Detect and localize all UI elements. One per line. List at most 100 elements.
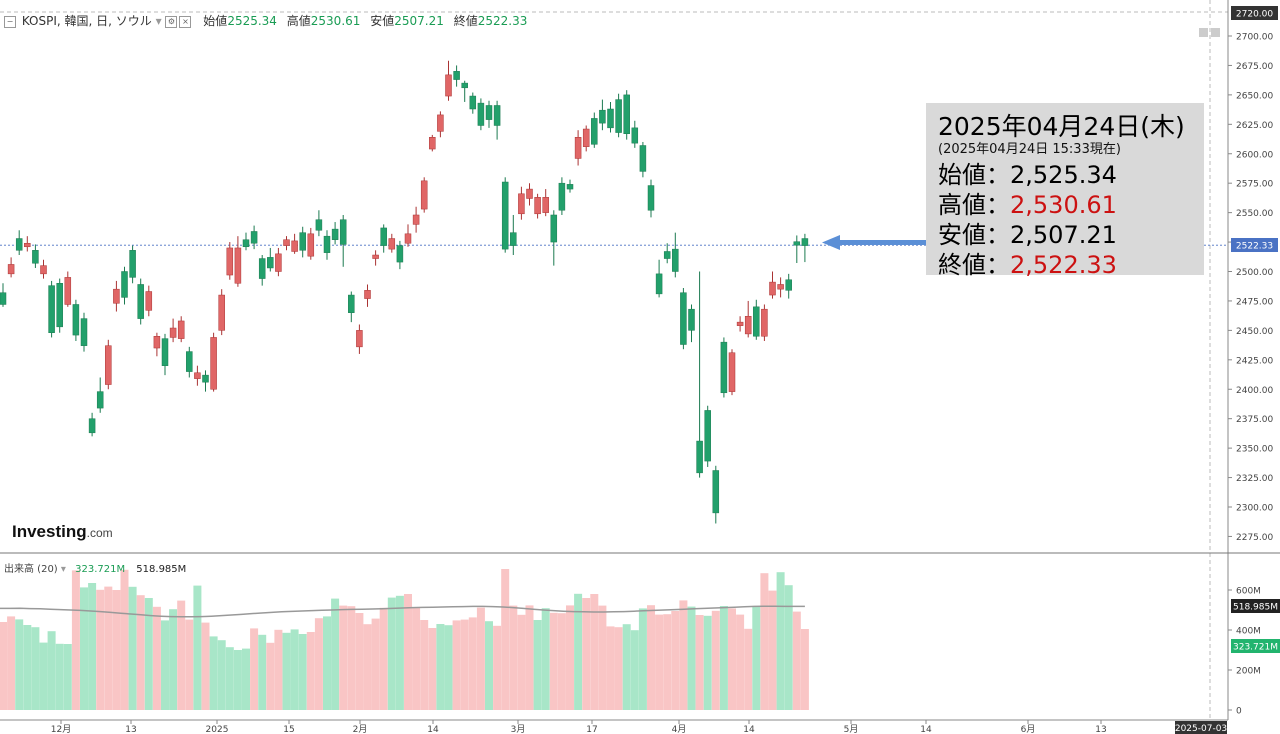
volume-bar [630, 630, 639, 710]
volume-bar [679, 600, 688, 710]
volume-dropdown-icon[interactable]: ▾ [60, 564, 66, 575]
candle-body [64, 277, 72, 305]
candle [226, 242, 234, 280]
volume-bar [525, 605, 534, 710]
candle [420, 177, 428, 213]
candle-body [510, 232, 517, 246]
candle-body [153, 336, 161, 349]
candle [234, 236, 242, 287]
candle [680, 287, 687, 350]
candle-body [161, 338, 169, 366]
candle-body [599, 109, 606, 124]
candle [331, 222, 339, 245]
volume-bar [161, 620, 169, 710]
pane-controls[interactable] [1199, 28, 1220, 40]
candle-body [680, 292, 687, 345]
volume-bar [517, 614, 526, 710]
volume-bar [39, 642, 48, 710]
candle-body [688, 308, 695, 331]
time-tick-label: 12月 [51, 724, 71, 734]
volume-bar [274, 629, 283, 710]
candle [736, 316, 744, 332]
candle [510, 214, 517, 256]
volume-bar [647, 605, 655, 710]
volume-bar [355, 613, 364, 710]
volume-bar [152, 606, 161, 710]
candle [574, 130, 582, 166]
candle [485, 100, 493, 128]
volume-bar [217, 640, 226, 710]
candle-body [291, 240, 298, 252]
candle-body [177, 320, 185, 339]
volume-bar [136, 595, 145, 710]
candle [753, 299, 760, 340]
volume-bar [719, 606, 728, 710]
volume-ma-line [0, 605, 805, 618]
pane-maximize-icon[interactable] [1199, 28, 1208, 37]
candle [429, 134, 436, 152]
volume-bar [31, 627, 40, 710]
symbol-title: KOSPI, 韓国, 日, ソウル [21, 14, 152, 28]
volume-bar [193, 585, 202, 710]
candle [777, 277, 784, 298]
volume-bar [282, 632, 291, 710]
candle [437, 111, 444, 138]
candle [599, 99, 606, 131]
price-tick-label: 2275.00 [1236, 533, 1273, 543]
candle-body [793, 241, 801, 246]
candle [161, 333, 169, 376]
volume-bar [501, 569, 510, 710]
volume-bar [574, 593, 583, 710]
candle [591, 112, 598, 148]
volume-bar [549, 612, 558, 710]
settings-icon[interactable]: ⚙ [165, 15, 178, 28]
volume-bar [233, 650, 242, 710]
info-timestamp: (2025年04月24日 15:33現在) [938, 142, 1121, 157]
candle-body [607, 108, 614, 129]
volume-bar [201, 622, 210, 710]
candle-body [348, 294, 355, 313]
volume-tick-label: 0 [1236, 707, 1242, 717]
close-icon[interactable]: × [179, 15, 192, 28]
collapse-icon[interactable]: − [4, 15, 16, 28]
svg-text:2720.00: 2720.00 [1236, 10, 1273, 20]
pane-minimize-icon[interactable] [1210, 28, 1220, 37]
volume-bar [363, 624, 372, 710]
candle-body [0, 292, 7, 305]
time-tick-label: 6月 [1021, 724, 1036, 734]
candle [0, 283, 7, 307]
candle-body [323, 235, 331, 253]
candle [728, 349, 736, 396]
candle [242, 232, 250, 251]
candle [64, 271, 72, 307]
volume-bar [671, 611, 680, 710]
price-tick-label: 2675.00 [1236, 62, 1273, 72]
candle-body [437, 114, 444, 132]
candle [194, 365, 201, 386]
candle [477, 98, 485, 131]
price-tag-top: 2720.00 [1231, 6, 1278, 20]
candle [744, 300, 752, 338]
candle-body [736, 321, 744, 326]
volume-tag-last: 323.721M [1231, 639, 1280, 653]
candle [404, 224, 412, 247]
time-tick-label: 3月 [511, 724, 526, 734]
candle-body [728, 352, 736, 392]
volume-bar [242, 648, 250, 710]
candle [32, 244, 39, 268]
volume-bar [128, 586, 137, 710]
price-tick-label: 2300.00 [1236, 504, 1273, 514]
volume-label: 出来高 (20) [4, 564, 58, 575]
candle [121, 266, 128, 305]
candle [542, 189, 549, 217]
candle-body [88, 418, 96, 434]
time-tick-label: 15 [283, 725, 294, 734]
candle [453, 65, 460, 87]
volume-bar [185, 619, 194, 710]
volume-bar [23, 625, 32, 710]
dropdown-icon[interactable]: ▾ [155, 14, 162, 28]
candle-body [48, 285, 55, 333]
candle-body [429, 137, 436, 150]
candle-body [615, 99, 622, 133]
